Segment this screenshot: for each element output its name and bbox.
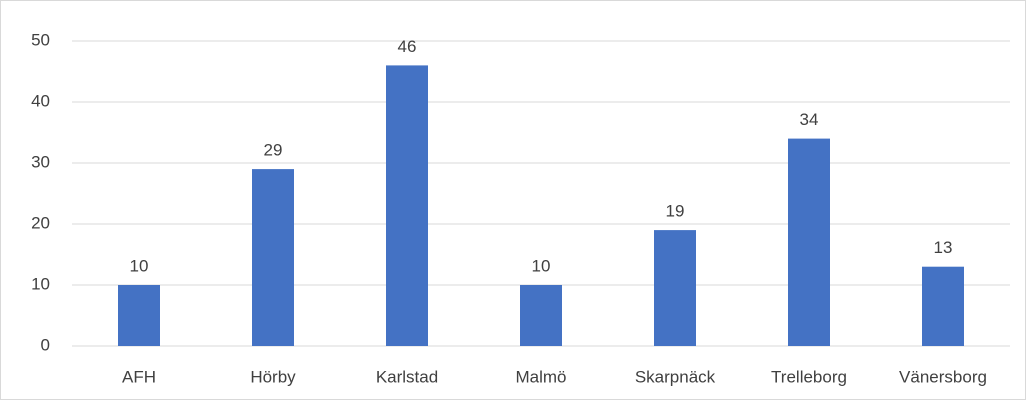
- y-tick-label: 20: [31, 213, 50, 232]
- x-tick-label: Vänersborg: [899, 367, 987, 386]
- y-tick-label: 0: [41, 335, 50, 354]
- y-tick-label: 10: [31, 274, 50, 293]
- x-tick-label: Hörby: [250, 367, 296, 386]
- data-label: 46: [398, 37, 417, 56]
- x-tick-label: Trelleborg: [771, 367, 847, 386]
- data-label: 34: [800, 110, 819, 129]
- bar: [788, 138, 830, 346]
- x-tick-label: Skarpnäck: [635, 367, 716, 386]
- bar: [922, 266, 964, 346]
- bar: [386, 65, 428, 347]
- y-tick-label: 30: [31, 152, 50, 171]
- x-tick-label: AFH: [122, 367, 156, 386]
- data-label: 19: [666, 202, 685, 221]
- bar: [654, 230, 696, 346]
- data-label: 29: [264, 141, 283, 160]
- y-tick-label: 50: [31, 30, 50, 49]
- bar: [252, 169, 294, 346]
- data-label: 13: [934, 238, 953, 257]
- x-tick-label: Karlstad: [376, 367, 438, 386]
- bar: [118, 285, 160, 346]
- data-label: 10: [532, 256, 551, 275]
- x-tick-label: Malmö: [515, 367, 566, 386]
- bar: [520, 285, 562, 346]
- y-tick-label: 40: [31, 91, 50, 110]
- data-label: 10: [130, 256, 149, 275]
